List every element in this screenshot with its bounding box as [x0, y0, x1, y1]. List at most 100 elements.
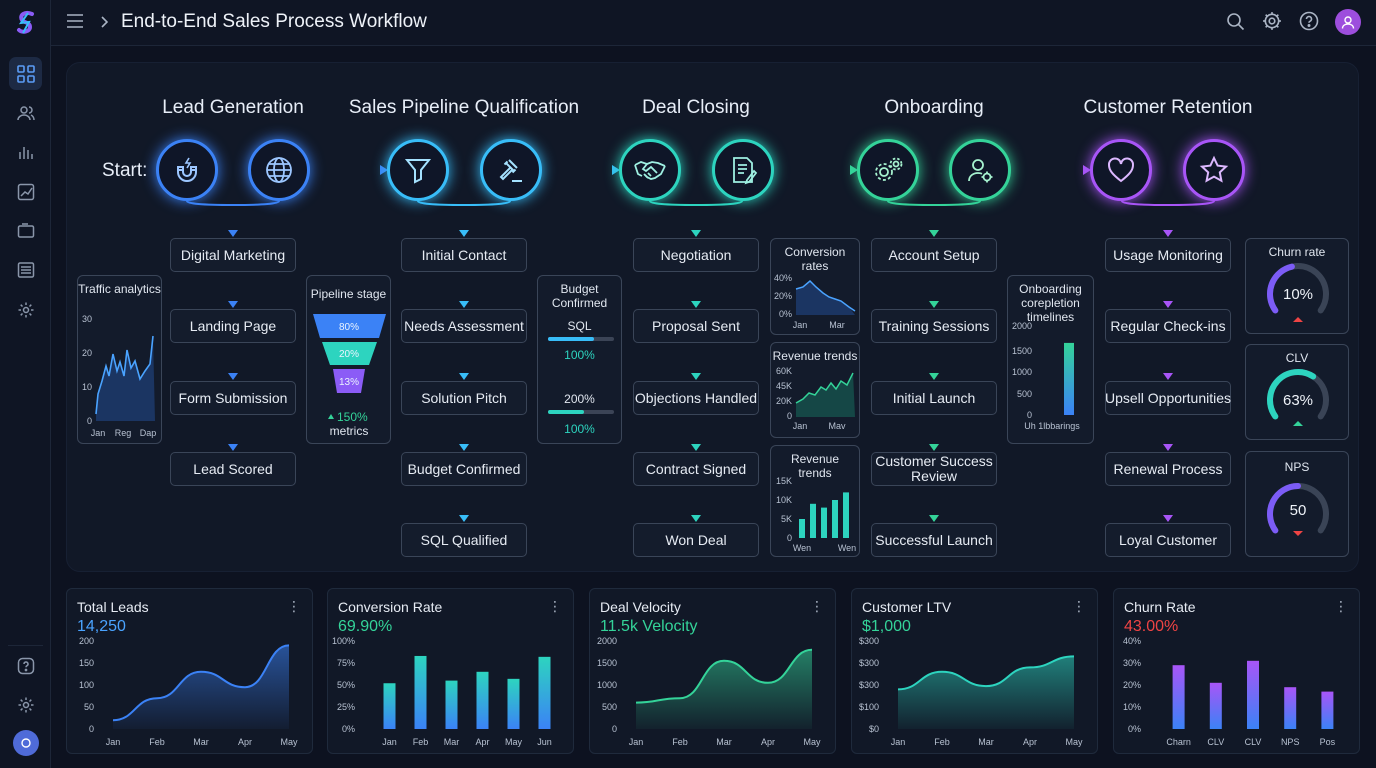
step-budget-confirmed[interactable]: Budget Confirmed	[401, 452, 527, 486]
heart-icon[interactable]	[1090, 139, 1152, 201]
users-icon[interactable]	[9, 96, 42, 129]
arrow-head	[228, 230, 238, 237]
kpi-title: Conversion Rate	[338, 599, 443, 615]
step-account-setup[interactable]: Account Setup	[871, 238, 997, 272]
sql-progress-bar	[548, 337, 614, 341]
settings-icon[interactable]	[1262, 11, 1282, 36]
help-icon[interactable]	[1299, 11, 1319, 36]
more-options-icon[interactable]: ⋮	[287, 598, 302, 614]
step-lead-scored[interactable]: Lead Scored	[170, 452, 296, 486]
step-loyal-customer[interactable]: Loyal Customer	[1105, 523, 1231, 557]
y-tick: 20	[82, 348, 92, 358]
y-tick: 2000	[1012, 321, 1032, 331]
pipeline-stage-widget: Pipeline stage 80% 20% 13% 150% metrics	[306, 275, 391, 444]
sql-value: 100%	[564, 348, 595, 362]
step-form-submission[interactable]: Form Submission	[170, 381, 296, 415]
arrow-head	[1163, 515, 1173, 522]
x-tick: Reg	[115, 428, 132, 438]
step-successful-launch[interactable]: Successful Launch	[871, 523, 997, 557]
step-needs-assessment[interactable]: Needs Assessment	[401, 309, 527, 343]
x-tick: Mar	[978, 737, 994, 747]
y-tick: 0	[1027, 410, 1032, 420]
funnel-label: 20%	[339, 349, 359, 360]
handshake-icon[interactable]	[619, 139, 681, 201]
revenue-line	[795, 372, 854, 404]
y-tick: 2000	[597, 636, 617, 646]
star-icon[interactable]	[1183, 139, 1245, 201]
y-tick: 40%	[1123, 636, 1141, 646]
globe-icon[interactable]	[248, 139, 310, 201]
search-icon[interactable]	[1226, 12, 1245, 36]
kpi-line	[635, 648, 813, 704]
x-tick: Wen	[838, 543, 856, 553]
step-negotiation[interactable]: Negotiation	[633, 238, 759, 272]
more-options-icon[interactable]: ⋮	[1334, 598, 1349, 614]
avatar[interactable]	[1335, 9, 1361, 35]
step-training-sessions[interactable]: Training Sessions	[871, 309, 997, 343]
kpi-chart: 40% 30% 20% 10% 0% Charn CLV CLV NPS Pos	[1123, 636, 1336, 747]
funnel-icon[interactable]	[387, 139, 449, 201]
x-tick: Feb	[149, 737, 165, 747]
traffic-analytics-widget: Traffic analytics 30 20 10 0 Jan Reg Dap	[77, 275, 162, 444]
y-tick: $300	[859, 636, 879, 646]
sidebar	[0, 0, 51, 768]
y-tick: $300	[859, 680, 879, 690]
trend-chart-icon[interactable]	[9, 175, 42, 208]
arrow-head	[1163, 230, 1173, 237]
kpi-bar	[383, 683, 396, 729]
gauge-title: Churn rate	[1268, 245, 1326, 259]
traffic-line	[95, 335, 154, 415]
y-tick: 25%	[337, 702, 355, 712]
step-customer-success-review[interactable]: Customer Success Review	[871, 452, 997, 486]
more-options-icon[interactable]: ⋮	[548, 598, 563, 614]
step-initial-launch[interactable]: Initial Launch	[871, 381, 997, 415]
user-settings-icon[interactable]	[949, 139, 1011, 201]
step-contract-signed[interactable]: Contract Signed	[633, 452, 759, 486]
x-tick: Wen	[793, 543, 811, 553]
help-icon[interactable]	[9, 649, 42, 682]
step-proposal-sent[interactable]: Proposal Sent	[633, 309, 759, 343]
gears-icon[interactable]	[857, 139, 919, 201]
settings-icon[interactable]	[9, 293, 42, 326]
folder-icon[interactable]	[9, 214, 42, 247]
step-landing-page[interactable]: Landing Page	[170, 309, 296, 343]
arrow-head	[228, 373, 238, 380]
menu-icon[interactable]	[67, 14, 83, 33]
step-digital-marketing[interactable]: Digital Marketing	[170, 238, 296, 272]
step-regular-check-ins[interactable]: Regular Check-ins	[1105, 309, 1231, 343]
phase-title-onboarding: Onboarding	[884, 97, 984, 118]
step-initial-contact[interactable]: Initial Contact	[401, 238, 527, 272]
bar-chart-icon[interactable]	[9, 135, 42, 168]
budget-confirmed-widget: Budget Confirmed SQL 100% 200% 100%	[537, 275, 622, 444]
y-tick: 1500	[597, 658, 617, 668]
y-tick: 50	[84, 702, 94, 712]
list-icon[interactable]	[9, 253, 42, 286]
arrow-head	[1163, 444, 1173, 451]
more-options-icon[interactable]: ⋮	[810, 598, 825, 614]
x-tick: Feb	[934, 737, 950, 747]
arrow-head	[691, 444, 701, 451]
magnet-icon[interactable]	[156, 139, 218, 201]
trend-down-icon	[1293, 531, 1303, 536]
step-solution-pitch[interactable]: Solution Pitch	[401, 381, 527, 415]
document-pen-icon[interactable]	[712, 139, 774, 201]
gavel-icon[interactable]	[480, 139, 542, 201]
x-tick: Jan	[382, 737, 397, 747]
kpi-area	[898, 656, 1074, 729]
y-tick: 200	[79, 636, 94, 646]
x-tick: Jan	[793, 320, 808, 330]
avatar[interactable]	[9, 726, 42, 759]
step-objections-handled[interactable]: Objections Handled	[633, 381, 759, 415]
step-sql-qualified[interactable]: SQL Qualified	[401, 523, 527, 557]
step-upsell-opportunities[interactable]: Upsell Opportunities	[1105, 381, 1231, 415]
step-won-deal[interactable]: Won Deal	[633, 523, 759, 557]
step-renewal-process[interactable]: Renewal Process	[1105, 452, 1231, 486]
step-usage-monitoring[interactable]: Usage Monitoring	[1105, 238, 1231, 272]
dashboard-icon[interactable]	[9, 57, 42, 90]
more-options-icon[interactable]: ⋮	[1072, 598, 1087, 614]
settings-icon[interactable]	[9, 688, 42, 721]
brand-logo-icon[interactable]	[9, 6, 42, 39]
second-progress-bar	[548, 410, 614, 414]
x-tick: Apr	[1023, 737, 1037, 747]
kpi-title: Total Leads	[77, 599, 149, 615]
